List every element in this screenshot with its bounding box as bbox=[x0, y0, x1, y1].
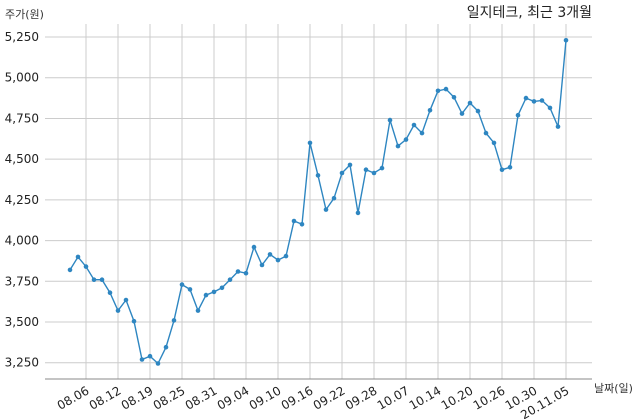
y-axis-ticks: 3,250 3,500 3,750 4,000 4,250 4,500 4,750 5,000… bbox=[5, 30, 39, 370]
data-point bbox=[251, 244, 257, 250]
data-point bbox=[275, 257, 281, 263]
data-point bbox=[243, 270, 249, 276]
y-tick-label: 4,250 bbox=[5, 193, 39, 207]
data-point bbox=[483, 130, 489, 136]
data-point bbox=[211, 289, 217, 295]
data-point bbox=[131, 318, 137, 324]
x-tick-label: 09.28 bbox=[343, 383, 380, 412]
grid bbox=[45, 24, 592, 379]
x-tick-label: 09.16 bbox=[279, 383, 316, 412]
data-point bbox=[163, 344, 169, 350]
data-point bbox=[315, 173, 321, 178]
y-tick-label: 5,250 bbox=[5, 30, 39, 44]
y-tick-label: 3,750 bbox=[5, 274, 39, 288]
data-point bbox=[347, 162, 353, 168]
data-point bbox=[267, 252, 273, 257]
data-point bbox=[123, 297, 129, 303]
data-point bbox=[491, 140, 497, 146]
data-point bbox=[435, 88, 441, 94]
x-tick-label: 08.12 bbox=[87, 383, 124, 412]
data-point bbox=[355, 210, 361, 216]
data-point bbox=[115, 308, 121, 313]
data-point bbox=[507, 165, 513, 170]
data-point bbox=[259, 262, 265, 268]
data-point bbox=[419, 130, 425, 136]
x-tick-label: 10.14 bbox=[407, 383, 444, 412]
data-point bbox=[155, 361, 161, 366]
data-point bbox=[531, 99, 537, 104]
data-point bbox=[91, 277, 97, 283]
data-point bbox=[539, 98, 545, 103]
data-point bbox=[203, 292, 209, 298]
y-tick-label: 3,250 bbox=[5, 356, 39, 370]
data-point bbox=[235, 269, 241, 274]
data-point bbox=[467, 100, 473, 106]
y-axis-title: 주가(원) bbox=[5, 8, 44, 21]
y-tick-label: 4,750 bbox=[5, 111, 39, 125]
data-point bbox=[403, 137, 409, 142]
data-point bbox=[443, 86, 449, 92]
data-point bbox=[107, 290, 113, 296]
x-tick-label: 08.31 bbox=[183, 383, 220, 412]
x-tick-label: 09.04 bbox=[215, 383, 252, 412]
data-point bbox=[363, 167, 369, 172]
data-point bbox=[75, 254, 81, 260]
x-tick-label: 10.26 bbox=[471, 383, 508, 412]
data-point bbox=[459, 111, 465, 116]
x-tick-label: 10.07 bbox=[375, 383, 412, 412]
data-point bbox=[307, 140, 313, 146]
data-point bbox=[291, 218, 297, 224]
data-point bbox=[523, 95, 529, 101]
data-point bbox=[451, 95, 457, 100]
x-tick-label: 09.10 bbox=[247, 383, 284, 412]
data-point bbox=[331, 195, 337, 201]
data-point bbox=[475, 108, 481, 114]
y-tick-label: 4,000 bbox=[5, 234, 39, 248]
data-point bbox=[99, 277, 105, 283]
x-tick-label: 10.20 bbox=[439, 383, 476, 412]
y-tick-label: 5,000 bbox=[5, 71, 39, 85]
x-axis-ticks: 08.0608.1208.1908.2508.3109.0409.1009.16… bbox=[55, 383, 572, 419]
price-line bbox=[69, 40, 567, 365]
data-point bbox=[411, 122, 417, 128]
y-tick-label: 3,500 bbox=[5, 315, 39, 329]
y-tick-label: 4,500 bbox=[5, 152, 39, 166]
data-point bbox=[299, 222, 305, 227]
price-points bbox=[67, 38, 569, 366]
x-tick-label: 08.25 bbox=[151, 383, 188, 412]
data-point bbox=[219, 285, 225, 291]
data-point bbox=[515, 112, 521, 118]
data-point bbox=[427, 108, 433, 113]
x-tick-label: 08.19 bbox=[119, 383, 156, 412]
data-point bbox=[547, 105, 553, 111]
data-point bbox=[395, 143, 401, 149]
data-point bbox=[227, 277, 233, 283]
chart-title: 일지테크, 최근 3개월 bbox=[467, 5, 592, 21]
data-point bbox=[67, 267, 73, 273]
data-point bbox=[563, 38, 569, 43]
data-point bbox=[499, 167, 505, 172]
data-point bbox=[339, 170, 345, 176]
data-point bbox=[187, 287, 193, 292]
data-point bbox=[139, 357, 145, 362]
data-point bbox=[179, 282, 185, 287]
data-point bbox=[323, 207, 329, 212]
x-tick-label: 08.06 bbox=[55, 383, 92, 412]
data-point bbox=[283, 253, 289, 259]
data-point bbox=[83, 264, 89, 269]
data-point bbox=[147, 353, 153, 359]
data-point bbox=[555, 124, 561, 129]
data-point bbox=[387, 117, 393, 123]
x-axis-title: 날짜(일) bbox=[594, 381, 633, 395]
data-point bbox=[171, 318, 177, 323]
data-point bbox=[379, 165, 385, 171]
data-point bbox=[371, 170, 377, 176]
x-tick-label: 09.22 bbox=[311, 383, 348, 412]
data-point bbox=[195, 308, 201, 313]
